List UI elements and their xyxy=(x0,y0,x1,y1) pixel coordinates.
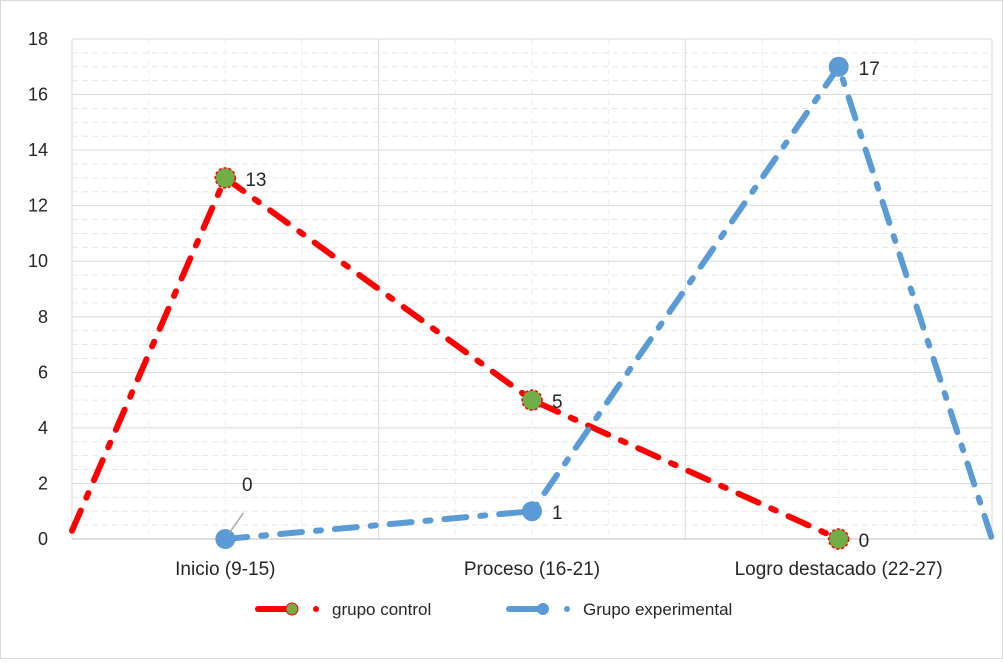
legend-label: grupo control xyxy=(332,600,431,619)
y-axis-tick-labels: 0 2 4 6 8 10 12 14 16 18 xyxy=(28,29,48,549)
data-point-marker xyxy=(521,389,543,411)
data-labels-layer: 13 5 0 0 1 17 xyxy=(228,59,880,552)
series-line-0 xyxy=(69,174,842,542)
legend-marker-swatch xyxy=(285,602,299,616)
y-tick-label: 10 xyxy=(28,251,48,271)
data-point-marker xyxy=(827,528,850,550)
legend-dot-swatch xyxy=(564,606,570,612)
y-tick-label: 18 xyxy=(28,29,48,49)
data-label: 0 xyxy=(859,531,870,552)
x-tick-label: Inicio (9-15) xyxy=(175,559,275,580)
data-label: 13 xyxy=(245,170,266,191)
series-layer xyxy=(69,56,995,550)
data-label: 1 xyxy=(552,503,563,524)
y-tick-label: 16 xyxy=(28,85,48,105)
x-axis-tick-labels: Inicio (9-15) Proceso (16-21) Logro destac… xyxy=(175,559,943,580)
y-tick-label: 14 xyxy=(28,140,48,160)
y-tick-label: 0 xyxy=(38,529,48,549)
data-point-marker xyxy=(828,56,849,77)
y-tick-label: 2 xyxy=(38,473,48,493)
x-tick-label: Logro destacado (22-27) xyxy=(735,559,943,580)
data-label: 17 xyxy=(859,59,880,80)
legend-dot-swatch xyxy=(313,606,319,612)
y-tick-label: 6 xyxy=(38,362,48,382)
data-point-marker xyxy=(522,501,542,522)
data-label-leader-line xyxy=(228,512,244,534)
legend: grupo control Grupo experimental xyxy=(255,600,732,619)
x-tick-label: Proceso (16-21) xyxy=(464,559,600,580)
data-point-marker xyxy=(215,529,236,549)
y-tick-label: 12 xyxy=(28,196,48,216)
series-line-1 xyxy=(222,63,995,542)
data-label: 5 xyxy=(552,392,563,413)
y-tick-label: 8 xyxy=(38,307,48,327)
legend-marker-swatch xyxy=(537,603,549,615)
y-tick-label: 4 xyxy=(38,418,48,438)
data-point-marker xyxy=(214,167,237,189)
data-label: 0 xyxy=(242,475,253,496)
legend-label: Grupo experimental xyxy=(583,600,732,619)
